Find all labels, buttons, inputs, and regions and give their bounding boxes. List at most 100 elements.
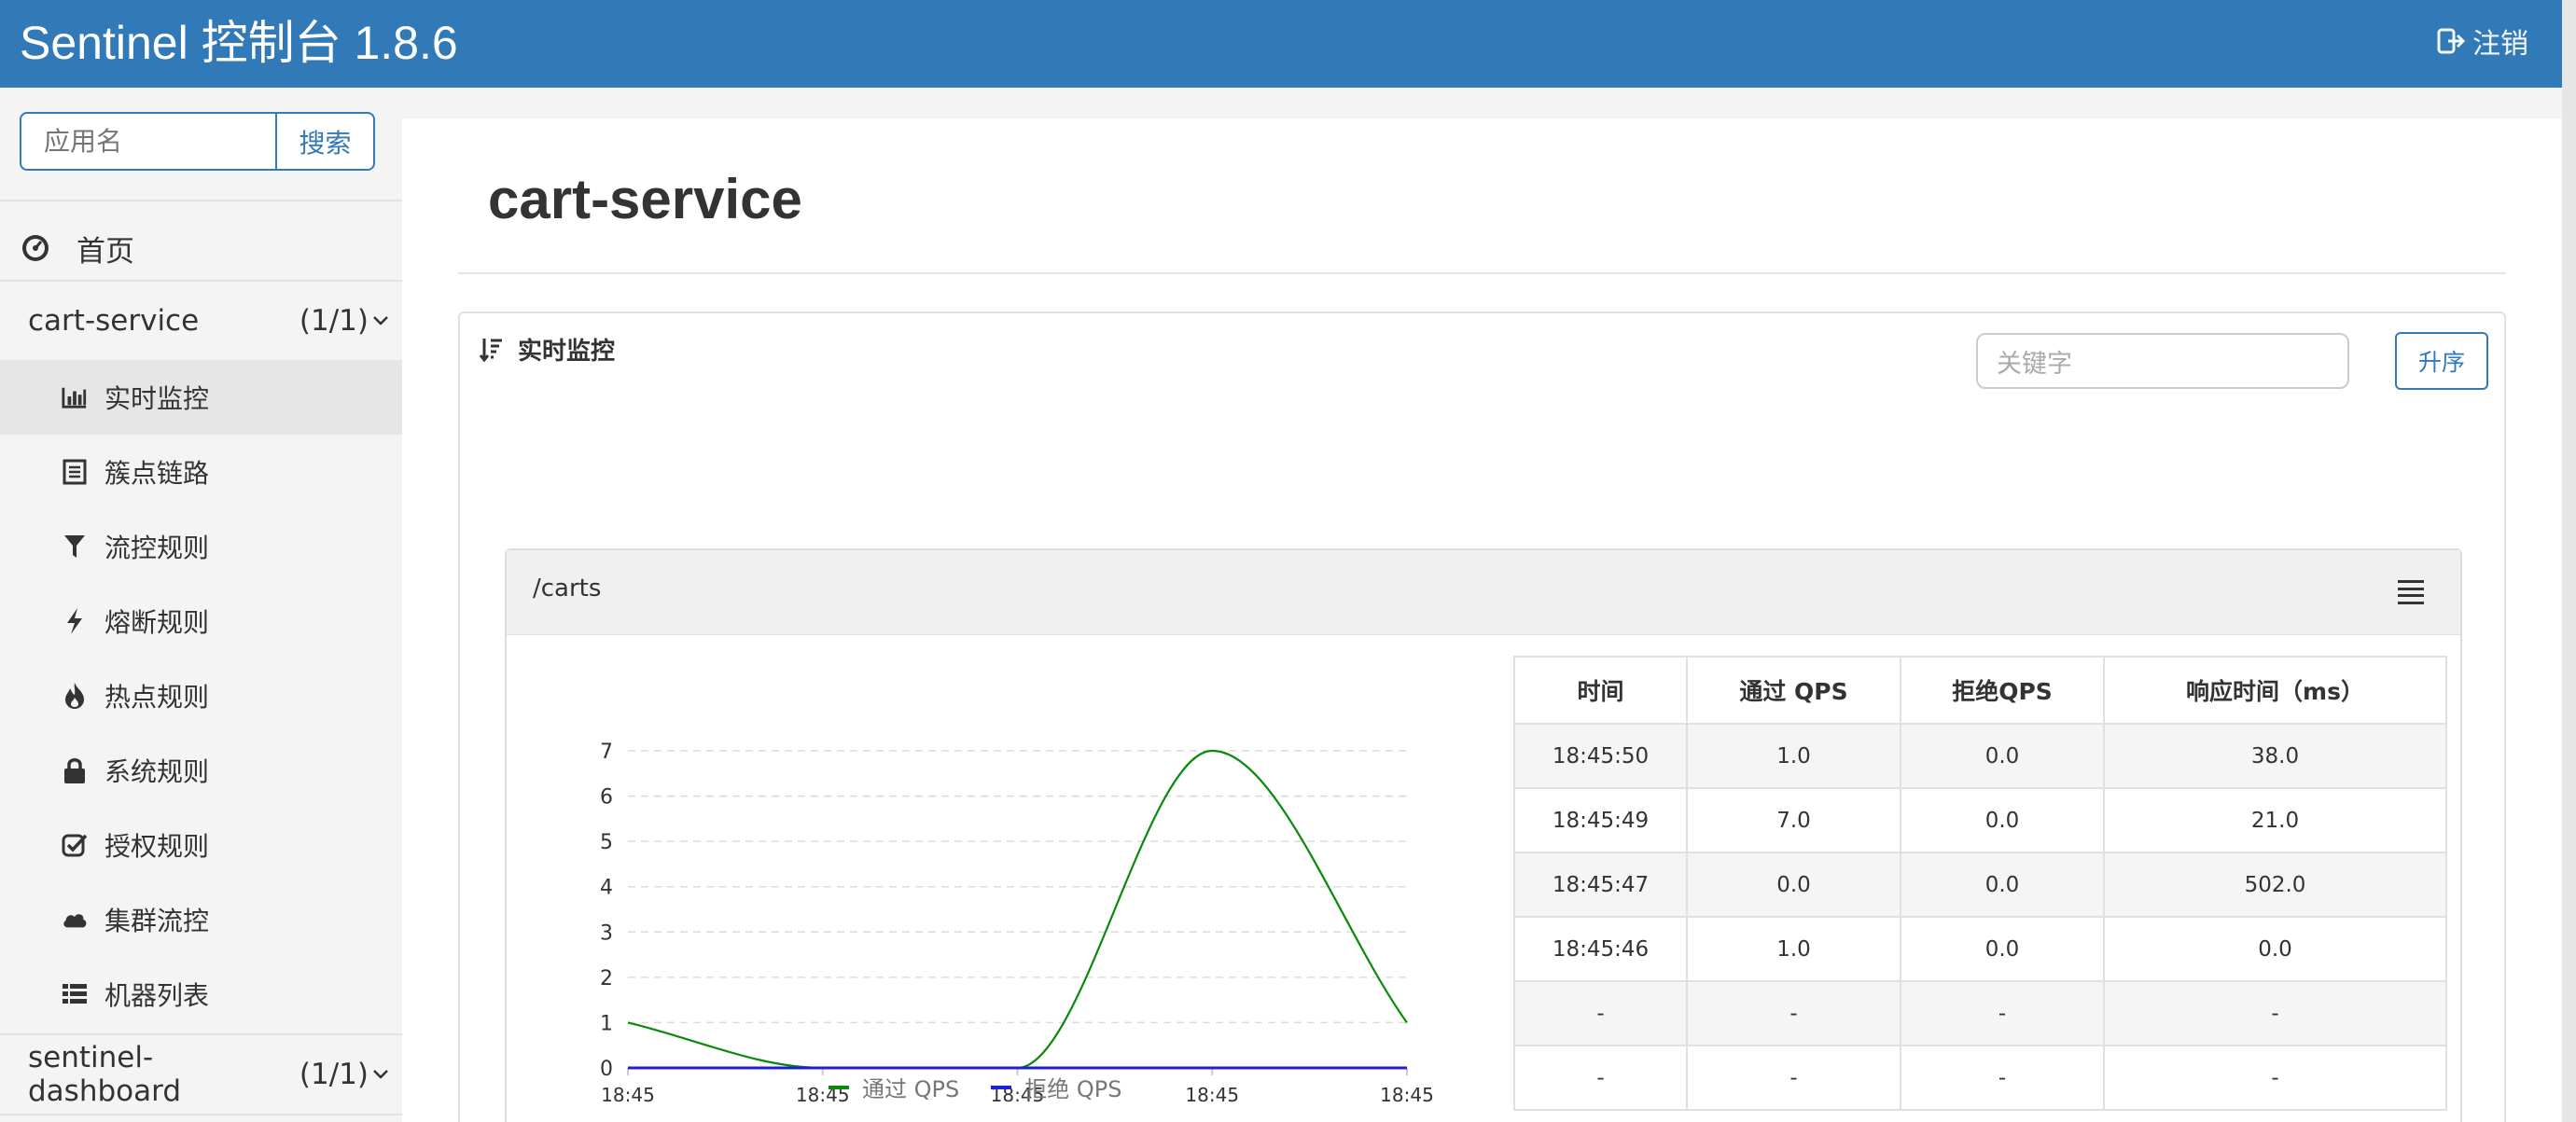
app-title[interactable]: Sentinel 控制台 1.8.6 xyxy=(20,17,458,69)
app-count: (1/1) xyxy=(299,1058,369,1091)
legend-item-block[interactable]: 拒绝 QPS xyxy=(991,1071,1121,1103)
table-cell: 18:45:46 xyxy=(1513,916,1688,982)
menu-realtime-monitor[interactable]: 实时监控 xyxy=(0,360,402,435)
table-cell: 0.0 xyxy=(2103,916,2447,982)
filter-icon xyxy=(64,535,85,558)
search-button[interactable]: 搜索 xyxy=(275,112,375,171)
divider xyxy=(0,1114,402,1115)
logout-label: 注销 xyxy=(2472,28,2528,61)
th-list-icon xyxy=(63,984,87,1004)
app-sentinel-dashboard[interactable]: sentinel-dashboard (1/1) xyxy=(0,1035,402,1114)
sort-icon xyxy=(479,338,502,362)
table-row: 18:45:49 7.0 0.0 21.0 xyxy=(1513,787,2447,853)
table-cell: 18:45:50 xyxy=(1513,723,1688,789)
table-cell: - xyxy=(1900,980,2105,1046)
table-cell: 0.0 xyxy=(1900,787,2105,853)
chevron-down-icon xyxy=(373,316,388,326)
realtime-monitor-panel: 实时监控 关键字 升序 /carts 0 1 2 3 4 5 6 7 18:45 18:45 18:… xyxy=(458,312,2506,1122)
resource-name: /carts xyxy=(533,575,602,603)
metrics-table: 时间 通过 QPS 拒绝QPS 响应时间（ms） 18:45:50 1.0 0.… xyxy=(1513,656,2447,1111)
legend-swatch-block xyxy=(991,1085,1012,1089)
menu-label: 实时监控 xyxy=(104,383,210,414)
y-tick-label: 5 xyxy=(600,831,613,854)
menu-label: 流控规则 xyxy=(104,533,210,563)
table-cell: - xyxy=(2103,980,2447,1046)
divider xyxy=(0,280,402,282)
table-cell: 1.0 xyxy=(1686,916,1901,982)
table-header-row: 时间 通过 QPS 拒绝QPS 响应时间（ms） xyxy=(1513,656,2447,725)
table-cell: - xyxy=(1513,1045,1688,1111)
y-tick-label: 2 xyxy=(600,967,613,990)
table-cell: 1.0 xyxy=(1686,723,1901,789)
table-cell: 21.0 xyxy=(2103,787,2447,853)
table-cell: 18:45:47 xyxy=(1513,852,1688,918)
page-scrollbar[interactable] xyxy=(2562,0,2576,1122)
y-tick-label: 6 xyxy=(600,786,613,810)
x-tick-label: 18:45 xyxy=(601,1084,655,1106)
list-alt-icon xyxy=(63,459,87,485)
menu-degrade-rules[interactable]: 熔断规则 xyxy=(0,584,402,658)
y-tick-label: 0 xyxy=(600,1058,613,1081)
table-cell: - xyxy=(2103,1045,2447,1111)
column-header: 通过 QPS xyxy=(1686,656,1901,725)
menu-flow-rules[interactable]: 流控规则 xyxy=(0,509,402,584)
nav-home-label: 首页 xyxy=(77,234,134,269)
logout-button[interactable]: 注销 xyxy=(2437,21,2528,62)
panel-title-label: 实时监控 xyxy=(518,338,616,366)
hamburger-menu-icon[interactable] xyxy=(2398,580,2424,604)
check-icon xyxy=(62,834,88,857)
menu-label: 系统规则 xyxy=(104,756,210,787)
menu-label: 授权规则 xyxy=(104,831,210,862)
flash-icon xyxy=(67,608,82,634)
dashboard-icon xyxy=(22,235,49,261)
bar-chart-icon xyxy=(62,387,87,409)
y-tick-label: 7 xyxy=(600,741,613,764)
chart-legend: 通过 QPS 拒绝 QPS xyxy=(828,1071,1121,1103)
y-tick-label: 4 xyxy=(600,877,613,900)
menu-system-rules[interactable]: 系统规则 xyxy=(0,733,402,808)
nav-home[interactable]: 首页 xyxy=(0,211,402,285)
legend-swatch-pass xyxy=(828,1085,849,1089)
legend-item-pass[interactable]: 通过 QPS xyxy=(828,1071,959,1103)
column-header: 时间 xyxy=(1513,656,1688,725)
table-row: - - - - xyxy=(1513,980,2447,1046)
table-cell: 0.0 xyxy=(1900,723,2105,789)
y-tick-label: 3 xyxy=(600,921,613,945)
menu-hotspot-rules[interactable]: 热点规则 xyxy=(0,658,402,733)
title-divider xyxy=(458,272,2506,274)
menu-label: 机器列表 xyxy=(104,980,210,1011)
column-header: 拒绝QPS xyxy=(1900,656,2105,725)
app-search-input[interactable] xyxy=(20,112,275,171)
table-cell: 502.0 xyxy=(2103,852,2447,918)
top-navbar: Sentinel 控制台 1.8.6 注销 xyxy=(0,0,2562,88)
table-cell: - xyxy=(1686,1045,1901,1111)
menu-auth-rules[interactable]: 授权规则 xyxy=(0,808,402,882)
menu-label: 簇点链路 xyxy=(104,458,210,489)
legend-label: 通过 QPS xyxy=(862,1076,960,1102)
table-cell: 38.0 xyxy=(2103,723,2447,789)
menu-label: 熔断规则 xyxy=(104,607,210,638)
panel-title[interactable]: 实时监控 xyxy=(479,332,615,367)
table-cell: 18:45:49 xyxy=(1513,787,1688,853)
table-cell: 0.0 xyxy=(1900,852,2105,918)
chevron-down-icon xyxy=(373,1070,388,1079)
table-cell: 7.0 xyxy=(1686,787,1901,853)
menu-cluster-flow[interactable]: 集群流控 xyxy=(0,882,402,957)
keyword-placeholder: 关键字 xyxy=(1997,349,2072,379)
cloud-icon xyxy=(63,914,87,928)
legend-label: 拒绝 QPS xyxy=(1024,1076,1122,1102)
menu-machine-list[interactable]: 机器列表 xyxy=(0,957,402,1032)
column-header: 响应时间（ms） xyxy=(2103,656,2447,725)
app-search: 搜索 xyxy=(20,112,375,171)
table-row: 18:45:50 1.0 0.0 38.0 xyxy=(1513,723,2447,789)
table-cell: - xyxy=(1686,980,1901,1046)
menu-cluster-point-link[interactable]: 簇点链路 xyxy=(0,435,402,509)
app-name: sentinel-dashboard xyxy=(28,1041,181,1108)
main-content: cart-service 实时监控 关键字 升序 /carts 0 1 2 3 4 5 6 7… xyxy=(402,118,2562,1122)
series-line-pass-qps xyxy=(627,749,1408,1070)
x-tick-label: 18:45 xyxy=(1380,1084,1434,1106)
app-cart-service[interactable]: cart-service (1/1) xyxy=(0,282,402,360)
keyword-input[interactable]: 关键字 xyxy=(1976,333,2349,389)
sort-ascending-button[interactable]: 升序 xyxy=(2395,332,2488,390)
